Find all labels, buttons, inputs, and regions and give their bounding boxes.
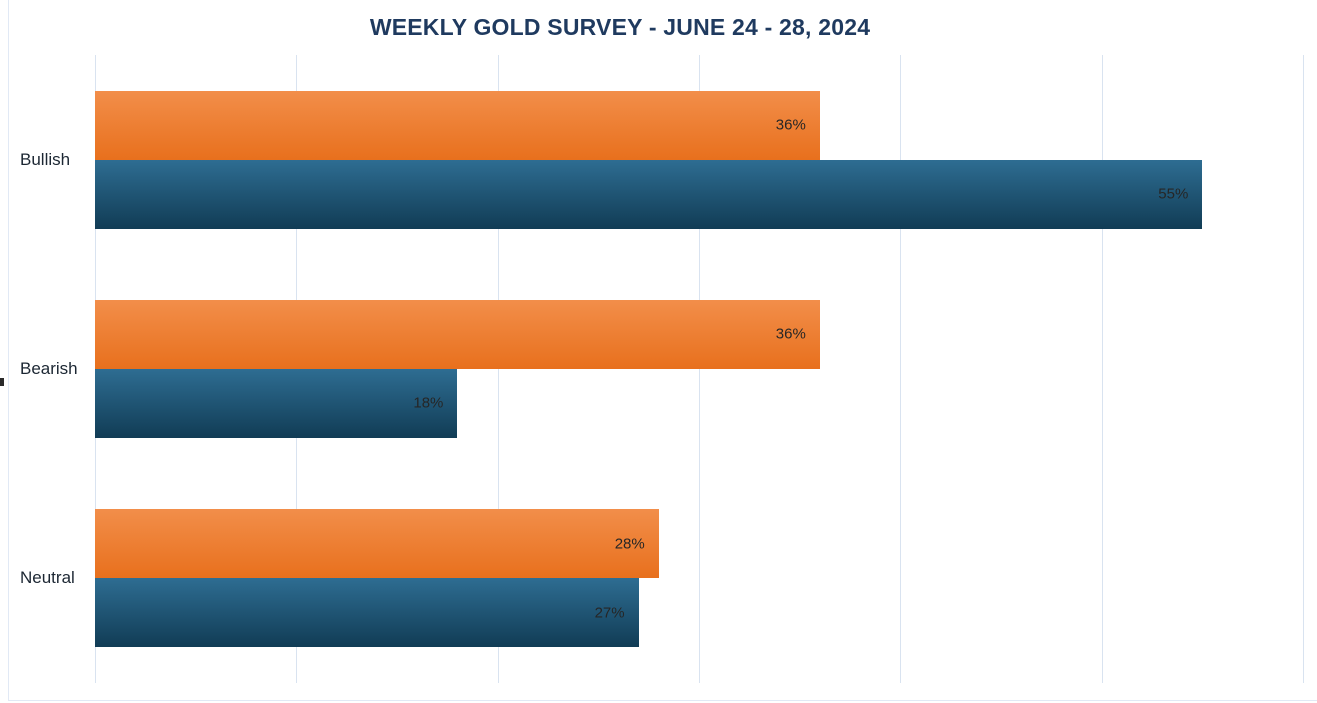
bar-series-1-orange: 36%	[95, 299, 820, 369]
chart-title: WEEKLY GOLD SURVEY - JUNE 24 - 28, 2024	[369, 14, 871, 40]
gridline	[1303, 55, 1304, 683]
category-label: Bearish	[20, 358, 78, 378]
category-band: 28% 27%	[95, 474, 1303, 683]
bar-value-label: 55%	[1158, 185, 1189, 203]
chart-area: Bullish Bearish Neutral 36% 55% 36% 18% 28% 27%	[8, 55, 1304, 683]
bar-value-label: 18%	[413, 394, 444, 412]
bar-value-label: 36%	[775, 325, 806, 343]
category-label: Bullish	[20, 149, 71, 169]
gridline	[497, 55, 499, 683]
gridline	[900, 55, 902, 683]
category-band: 36% 18%	[95, 264, 1303, 473]
category-label: Neutral	[20, 568, 75, 588]
category-axis: Bullish Bearish Neutral	[8, 55, 95, 683]
bar-value-label: 28%	[614, 535, 645, 553]
bar-series-2-blue: 18%	[95, 368, 458, 438]
gridline	[699, 55, 700, 683]
bar-value-label: 36%	[775, 116, 806, 134]
category-band: 36% 55%	[95, 55, 1303, 264]
plot-area: 36% 55% 36% 18% 28% 27%	[95, 55, 1304, 683]
bar-value-label: 27%	[594, 604, 625, 622]
bar-series-1-orange: 28%	[95, 509, 659, 579]
clipped-axis-title-fragment	[0, 376, 5, 388]
bar-series-2-blue: 27%	[95, 578, 639, 648]
gridline	[1101, 55, 1103, 683]
bar-series-2-blue: 55%	[95, 159, 1203, 229]
bar-series-1-orange: 36%	[95, 90, 820, 160]
